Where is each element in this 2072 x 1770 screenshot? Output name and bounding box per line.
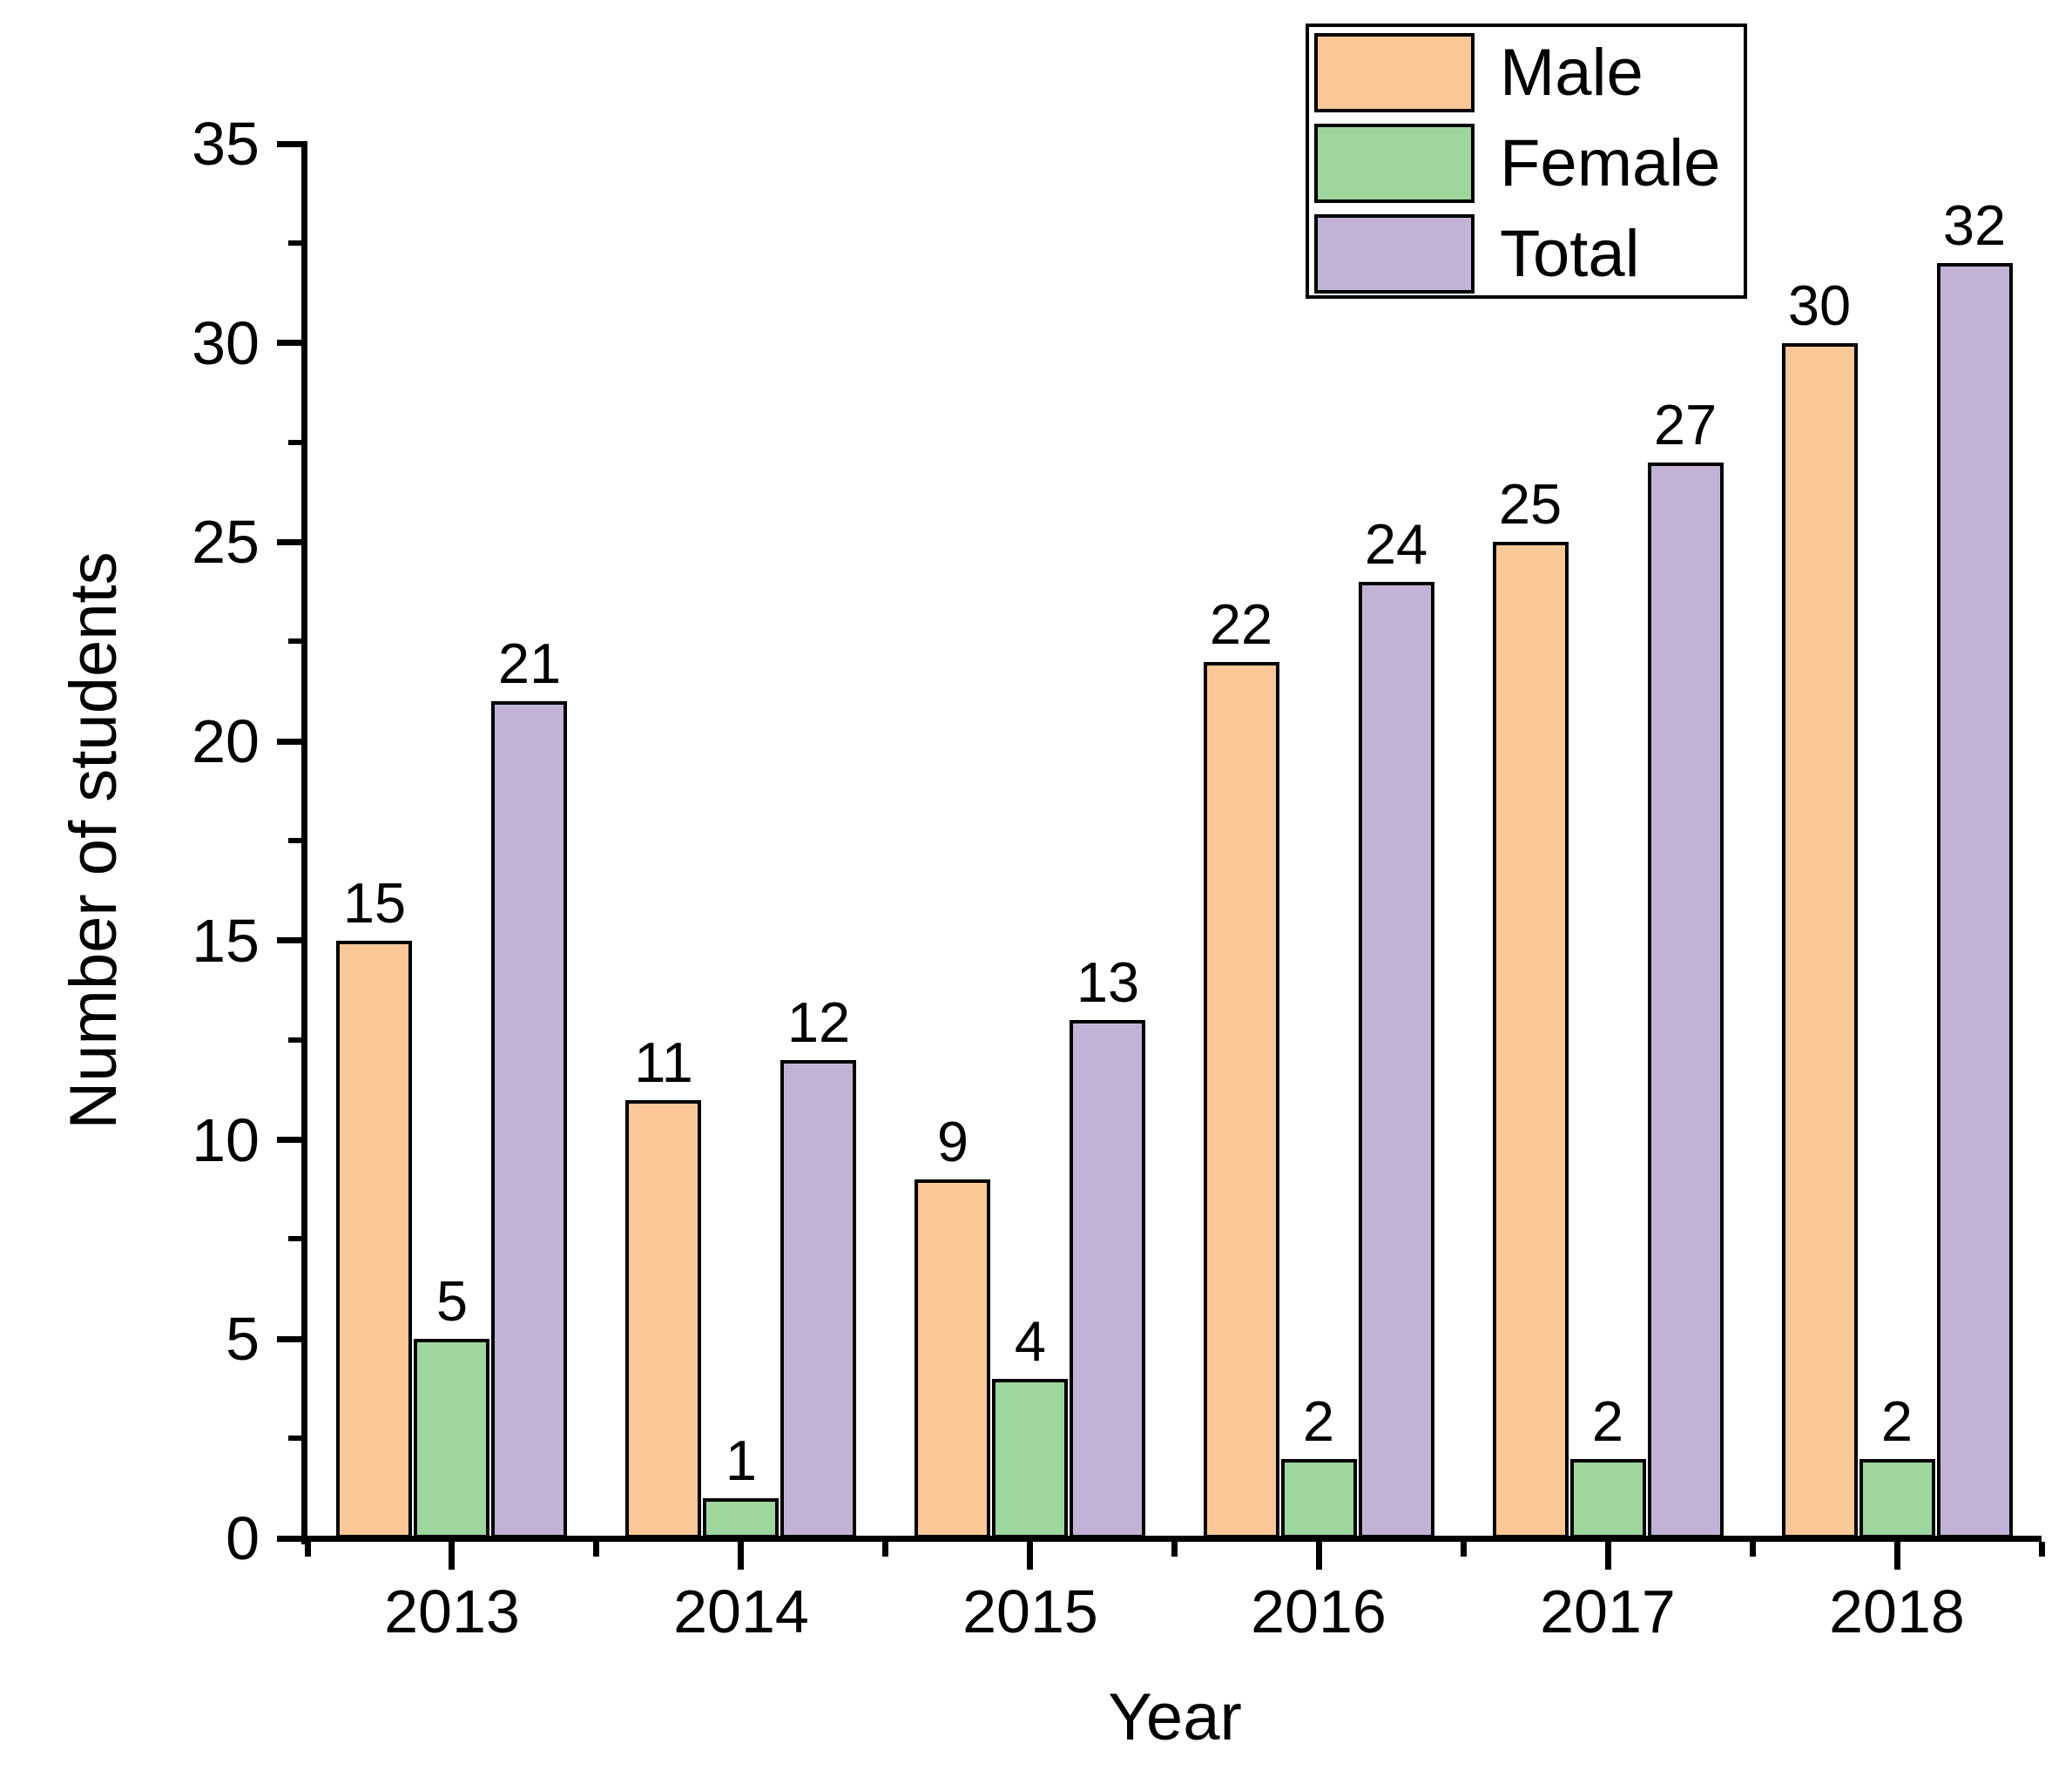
bar-male-2013	[336, 941, 412, 1538]
x-tick-label: 2016	[1251, 1577, 1387, 1645]
bar-value-label: 13	[1076, 950, 1140, 1014]
x-tick-label: 2013	[384, 1577, 520, 1645]
y-minor-tick	[288, 1037, 301, 1043]
bar-female-2014	[703, 1498, 779, 1538]
y-major-tick	[277, 340, 301, 346]
bar-value-label: 1	[725, 1429, 758, 1492]
bar-value-label: 24	[1364, 512, 1428, 576]
bar-female-2018	[1859, 1459, 1935, 1538]
bar-male-2015	[915, 1179, 990, 1538]
y-tick-label: 0	[226, 1504, 260, 1572]
bar-total-2013	[491, 701, 567, 1538]
legend-label-male: Male	[1500, 36, 1643, 110]
bar-value-label: 15	[342, 871, 407, 935]
bar-value-label: 30	[1787, 274, 1852, 337]
y-tick-label: 30	[192, 309, 260, 377]
legend-swatch-female	[1314, 124, 1475, 203]
x-tick-label: 2018	[1829, 1577, 1965, 1645]
y-minor-tick	[288, 240, 301, 246]
bar-value-label: 27	[1653, 393, 1718, 456]
y-major-tick	[277, 141, 301, 147]
x-tick-label: 2014	[673, 1577, 809, 1645]
bar-value-label: 21	[497, 632, 562, 695]
bar-female-2015	[992, 1379, 1068, 1538]
x-major-tick	[1894, 1542, 1900, 1570]
bar-value-label: 2	[1591, 1389, 1624, 1453]
x-major-tick	[449, 1542, 455, 1570]
y-axis-line	[301, 141, 307, 1544]
bar-value-label: 2	[1302, 1389, 1335, 1453]
bar-female-2013	[414, 1339, 489, 1538]
y-tick-label: 15	[192, 907, 260, 975]
x-minor-tick	[1461, 1542, 1467, 1557]
x-minor-tick	[1171, 1542, 1178, 1557]
bar-value-label: 32	[1942, 193, 2007, 257]
y-major-tick	[277, 1137, 301, 1143]
x-minor-tick	[305, 1542, 311, 1557]
y-minor-tick	[288, 838, 301, 843]
x-axis-line	[301, 1536, 2042, 1542]
y-major-tick	[277, 1536, 301, 1542]
x-major-tick	[1027, 1542, 1033, 1570]
bar-female-2017	[1570, 1459, 1646, 1538]
bar-total-2017	[1648, 463, 1724, 1538]
legend-swatch-male	[1314, 33, 1475, 112]
bar-value-label: 22	[1209, 592, 1273, 656]
bar-male-2017	[1493, 542, 1569, 1538]
x-major-tick	[1316, 1542, 1322, 1570]
x-minor-tick	[593, 1542, 599, 1557]
bar-total-2014	[780, 1060, 856, 1538]
y-tick-label: 35	[192, 110, 260, 178]
x-tick-label: 2017	[1540, 1577, 1676, 1645]
x-axis-title: Year	[1108, 1680, 1242, 1754]
y-minor-tick	[288, 638, 301, 644]
y-major-tick	[277, 539, 301, 545]
y-minor-tick	[288, 1436, 301, 1441]
y-minor-tick	[288, 1236, 301, 1241]
bar-value-label: 5	[435, 1269, 469, 1333]
bar-value-label: 25	[1498, 472, 1562, 536]
x-minor-tick	[882, 1542, 888, 1557]
y-major-tick	[277, 1336, 301, 1342]
bar-value-label: 11	[634, 1030, 693, 1094]
bar-value-label: 9	[936, 1110, 969, 1173]
x-major-tick	[738, 1542, 744, 1570]
y-major-tick	[277, 937, 301, 943]
x-major-tick	[1605, 1542, 1611, 1570]
y-tick-label: 5	[226, 1305, 260, 1373]
bar-female-2016	[1281, 1459, 1357, 1538]
bar-male-2014	[625, 1100, 701, 1538]
bar-total-2015	[1070, 1020, 1145, 1538]
x-tick-label: 2015	[962, 1577, 1098, 1645]
x-minor-tick	[1750, 1542, 1756, 1557]
bar-male-2018	[1782, 343, 1858, 1538]
legend-swatch-total	[1314, 214, 1475, 294]
y-minor-tick	[288, 440, 301, 445]
bar-value-label: 2	[1880, 1389, 1913, 1453]
y-major-tick	[277, 739, 301, 745]
bar-value-label: 4	[1014, 1309, 1047, 1373]
legend: Male Female Total	[1306, 24, 1747, 299]
bar-value-label: 12	[786, 990, 851, 1054]
legend-label-total: Total	[1500, 217, 1640, 291]
y-tick-label: 25	[192, 508, 260, 576]
bar-total-2018	[1937, 263, 2013, 1538]
x-minor-tick	[2039, 1542, 2045, 1557]
bar-total-2016	[1359, 582, 1434, 1538]
bar-male-2016	[1204, 662, 1279, 1538]
y-tick-label: 10	[192, 1106, 260, 1174]
legend-label-female: Female	[1500, 126, 1721, 200]
y-tick-label: 20	[192, 707, 260, 775]
